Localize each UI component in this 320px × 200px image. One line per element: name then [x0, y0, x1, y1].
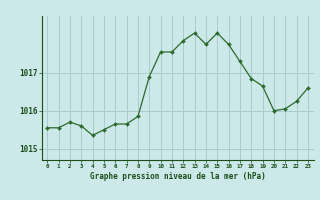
X-axis label: Graphe pression niveau de la mer (hPa): Graphe pression niveau de la mer (hPa)	[90, 172, 266, 181]
